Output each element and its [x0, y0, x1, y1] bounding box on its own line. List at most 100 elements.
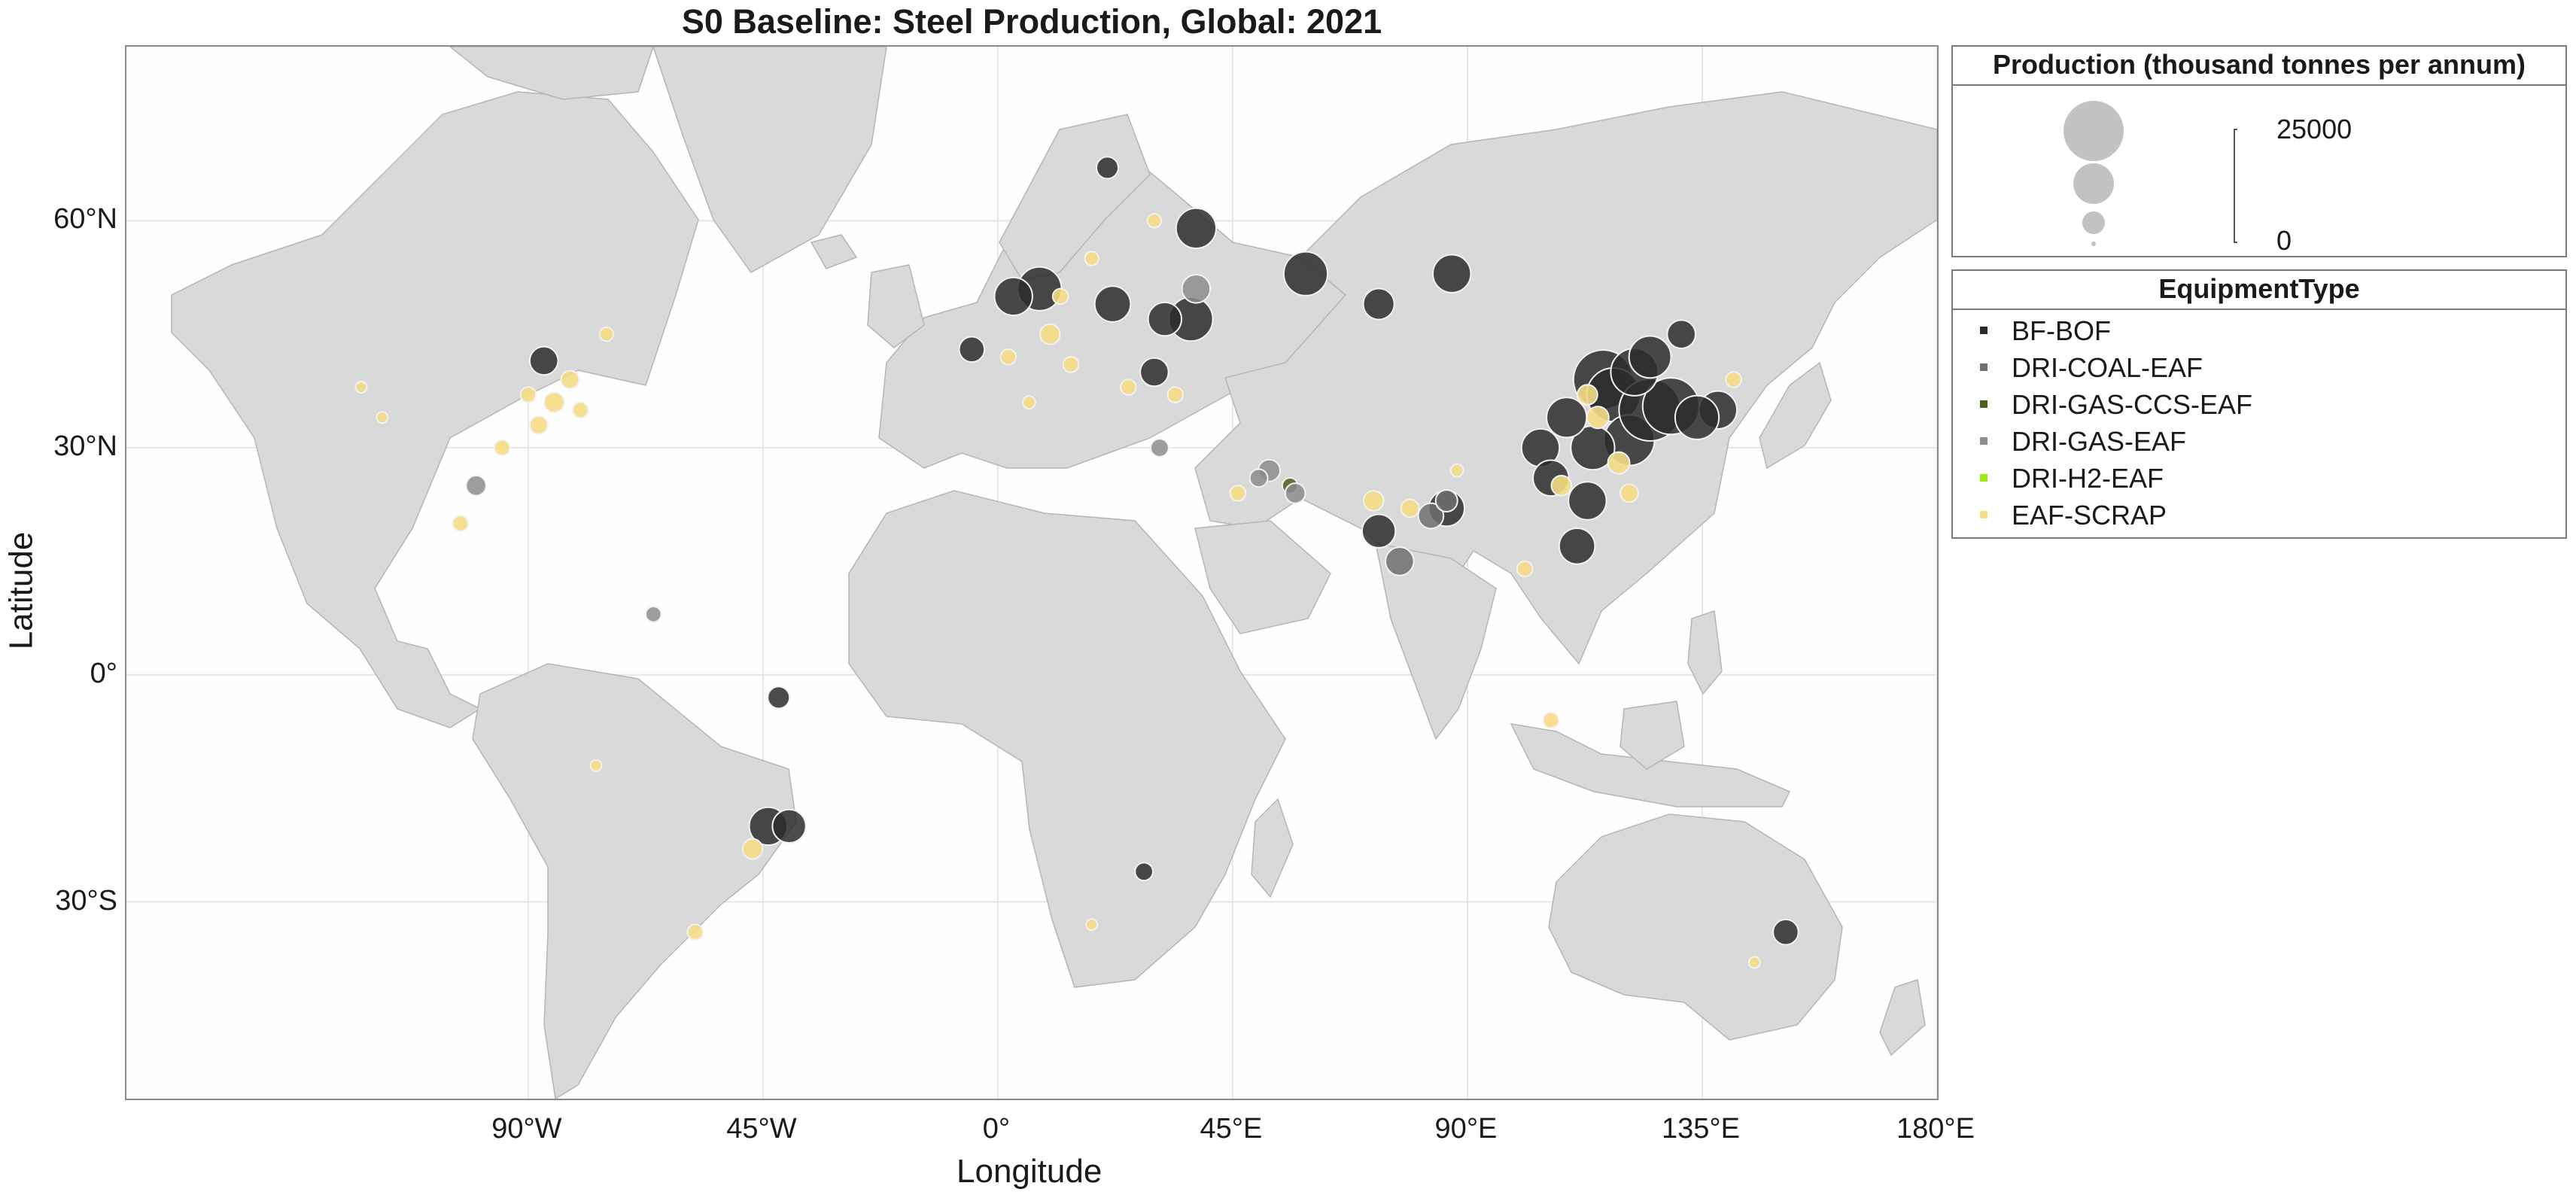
plant-bubble-bf-bof[interactable] — [1093, 285, 1132, 323]
plant-bubble-dri-gas-eaf[interactable] — [1150, 438, 1169, 458]
plant-bubble-bf-bof[interactable] — [1175, 207, 1218, 249]
plant-bubble-eaf-scrap[interactable] — [1062, 356, 1080, 373]
longitude-tick-label: 0° — [982, 1113, 1011, 1145]
plant-bubble-eaf-scrap[interactable] — [1620, 483, 1639, 503]
plant-bubble-eaf-scrap[interactable] — [354, 381, 368, 394]
legend-item-bf-bof[interactable]: BF-BOF — [1980, 313, 2111, 349]
plant-bubble-eaf-scrap[interactable] — [1550, 475, 1573, 497]
plant-bubble-bf-bof[interactable] — [1568, 481, 1607, 521]
plant-bubble-eaf-scrap[interactable] — [741, 838, 764, 860]
legend-swatch — [1980, 474, 1988, 482]
size-legend-min-label: 0 — [2276, 225, 2292, 256]
plant-bubble-bf-bof[interactable] — [958, 336, 986, 363]
plant-bubble-dri-gas-eaf[interactable] — [1284, 482, 1306, 504]
plant-bubble-bf-bof[interactable] — [1432, 254, 1472, 293]
plant-bubble-eaf-scrap[interactable] — [452, 515, 470, 532]
plant-bubble-bf-bof[interactable] — [767, 686, 791, 710]
plant-bubble-eaf-scrap[interactable] — [519, 386, 537, 403]
legend-item-dri-coal-eaf[interactable]: DRI-COAL-EAF — [1980, 350, 2203, 386]
plant-bubble-bf-bof[interactable] — [1558, 528, 1596, 565]
size-legend-bubbles — [2064, 101, 2237, 246]
plant-bubble-eaf-scrap[interactable] — [686, 923, 704, 941]
plant-bubble-dri-gas-eaf[interactable] — [465, 475, 487, 497]
plant-bubble-eaf-scrap[interactable] — [598, 327, 615, 342]
plant-bubble-bf-bof[interactable] — [1666, 319, 1696, 350]
legend-item-dri-gas-ccs-eaf[interactable]: DRI-GAS-CCS-EAF — [1980, 387, 2252, 423]
plant-bubble-eaf-scrap[interactable] — [1022, 395, 1036, 410]
plant-bubble-eaf-scrap[interactable] — [560, 369, 580, 390]
size-legend-bubble-large — [2064, 101, 2124, 161]
plant-bubble-bf-bof[interactable] — [1628, 335, 1672, 379]
map-plot-area[interactable] — [125, 45, 1939, 1100]
latitude-tick-label: 30°N — [53, 430, 117, 463]
plant-bubble-eaf-scrap[interactable] — [1747, 956, 1761, 969]
plant-bubble-bf-bof[interactable] — [1772, 918, 1799, 946]
plant-bubble-dri-coal-eaf[interactable] — [1434, 489, 1458, 512]
plant-bubble-eaf-scrap[interactable] — [1542, 711, 1560, 729]
plant-bubble-bf-bof[interactable] — [1282, 251, 1329, 296]
size-legend[interactable]: Production (thousand tonnes per annum) 2… — [1951, 45, 2567, 257]
plant-bubble-bf-bof[interactable] — [1361, 513, 1397, 549]
north-america-landmass — [171, 91, 699, 728]
chart-title: S0 Baseline: Steel Production, Global: 2… — [681, 2, 1382, 41]
plant-bubble-eaf-scrap[interactable] — [528, 415, 549, 435]
plant-bubble-eaf-scrap[interactable] — [1085, 918, 1099, 932]
plant-bubble-eaf-scrap[interactable] — [1362, 490, 1385, 512]
plant-bubble-bf-bof[interactable] — [1362, 287, 1395, 321]
plant-bubble-eaf-scrap[interactable] — [999, 348, 1017, 366]
plant-bubble-bf-bof[interactable] — [1139, 357, 1169, 388]
longitude-tick-label: 90°W — [491, 1113, 562, 1145]
plant-bubble-eaf-scrap[interactable] — [1725, 371, 1742, 388]
arabia-peninsula — [1194, 520, 1331, 634]
plant-bubble-eaf-scrap[interactable] — [1166, 386, 1184, 403]
plant-bubbles-layer — [354, 156, 1799, 969]
plant-bubble-bf-bof[interactable] — [1674, 394, 1720, 440]
longitude-tick-label: 90°E — [1434, 1113, 1498, 1145]
legend-item-dri-h2-eaf[interactable]: DRI-H2-EAF — [1980, 461, 2164, 497]
longitude-tick-label: 180°E — [1896, 1113, 1975, 1145]
plant-bubble-eaf-scrap[interactable] — [1229, 485, 1247, 502]
plant-bubble-eaf-scrap[interactable] — [1146, 213, 1163, 229]
latitude-tick-label: 30°S — [55, 884, 117, 917]
british-isles — [867, 264, 925, 348]
plant-bubble-bf-bof[interactable] — [771, 808, 807, 844]
longitude-tick-label: 135°E — [1661, 1113, 1740, 1145]
plant-bubble-eaf-scrap[interactable] — [1577, 384, 1598, 406]
size-legend-title: Production (thousand tonnes per annum) — [1953, 47, 2565, 86]
plant-bubble-eaf-scrap[interactable] — [1607, 451, 1631, 475]
philippines-islands — [1687, 610, 1723, 695]
plant-bubble-eaf-scrap[interactable] — [1120, 379, 1137, 396]
south-america-landmass — [472, 663, 797, 1099]
plant-bubble-dri-gas-eaf[interactable] — [1248, 468, 1269, 488]
size-legend-bracket — [2234, 129, 2237, 243]
plant-bubble-dri-coal-eaf[interactable] — [1385, 546, 1415, 576]
plant-bubble-eaf-scrap[interactable] — [1039, 323, 1061, 345]
plant-bubble-eaf-scrap[interactable] — [571, 401, 589, 419]
plant-bubble-dri-coal-eaf[interactable] — [1417, 502, 1445, 530]
plant-bubble-bf-bof[interactable] — [1147, 301, 1183, 337]
plant-bubble-bf-bof[interactable] — [1546, 397, 1588, 439]
plant-bubble-eaf-scrap[interactable] — [1449, 463, 1464, 478]
plant-bubble-eaf-scrap[interactable] — [589, 759, 603, 772]
plant-bubble-bf-bof[interactable] — [993, 276, 1033, 317]
plant-bubble-eaf-scrap[interactable] — [376, 411, 389, 424]
latitude-tick-label: 0° — [90, 657, 117, 689]
plant-bubble-eaf-scrap[interactable] — [493, 439, 511, 457]
plant-bubble-eaf-scrap[interactable] — [543, 391, 565, 414]
equipment-type-legend[interactable]: EquipmentType BF-BOF DRI-COAL-EAF DRI-GAS-… — [1951, 269, 2567, 539]
plant-bubble-bf-bof[interactable] — [528, 345, 559, 376]
legend-label: DRI-COAL-EAF — [2012, 352, 2203, 383]
plant-bubble-dri-gas-eaf[interactable] — [1181, 274, 1212, 304]
plant-bubble-eaf-scrap[interactable] — [1400, 498, 1420, 518]
legend-swatch — [1980, 327, 1988, 335]
new-zealand — [1879, 979, 1926, 1057]
plant-bubble-eaf-scrap[interactable] — [1586, 406, 1610, 430]
legend-item-eaf-scrap[interactable]: EAF-SCRAP — [1980, 497, 2167, 534]
plant-bubble-dri-gas-eaf[interactable] — [645, 606, 662, 623]
plant-bubble-bf-bof[interactable] — [1134, 862, 1154, 882]
plant-bubble-eaf-scrap[interactable] — [1084, 251, 1099, 266]
plant-bubble-bf-bof[interactable] — [1096, 156, 1119, 180]
plant-bubble-eaf-scrap[interactable] — [1051, 287, 1069, 306]
legend-item-dri-gas-eaf[interactable]: DRI-GAS-EAF — [1980, 424, 2186, 460]
plant-bubble-eaf-scrap[interactable] — [1516, 560, 1534, 578]
